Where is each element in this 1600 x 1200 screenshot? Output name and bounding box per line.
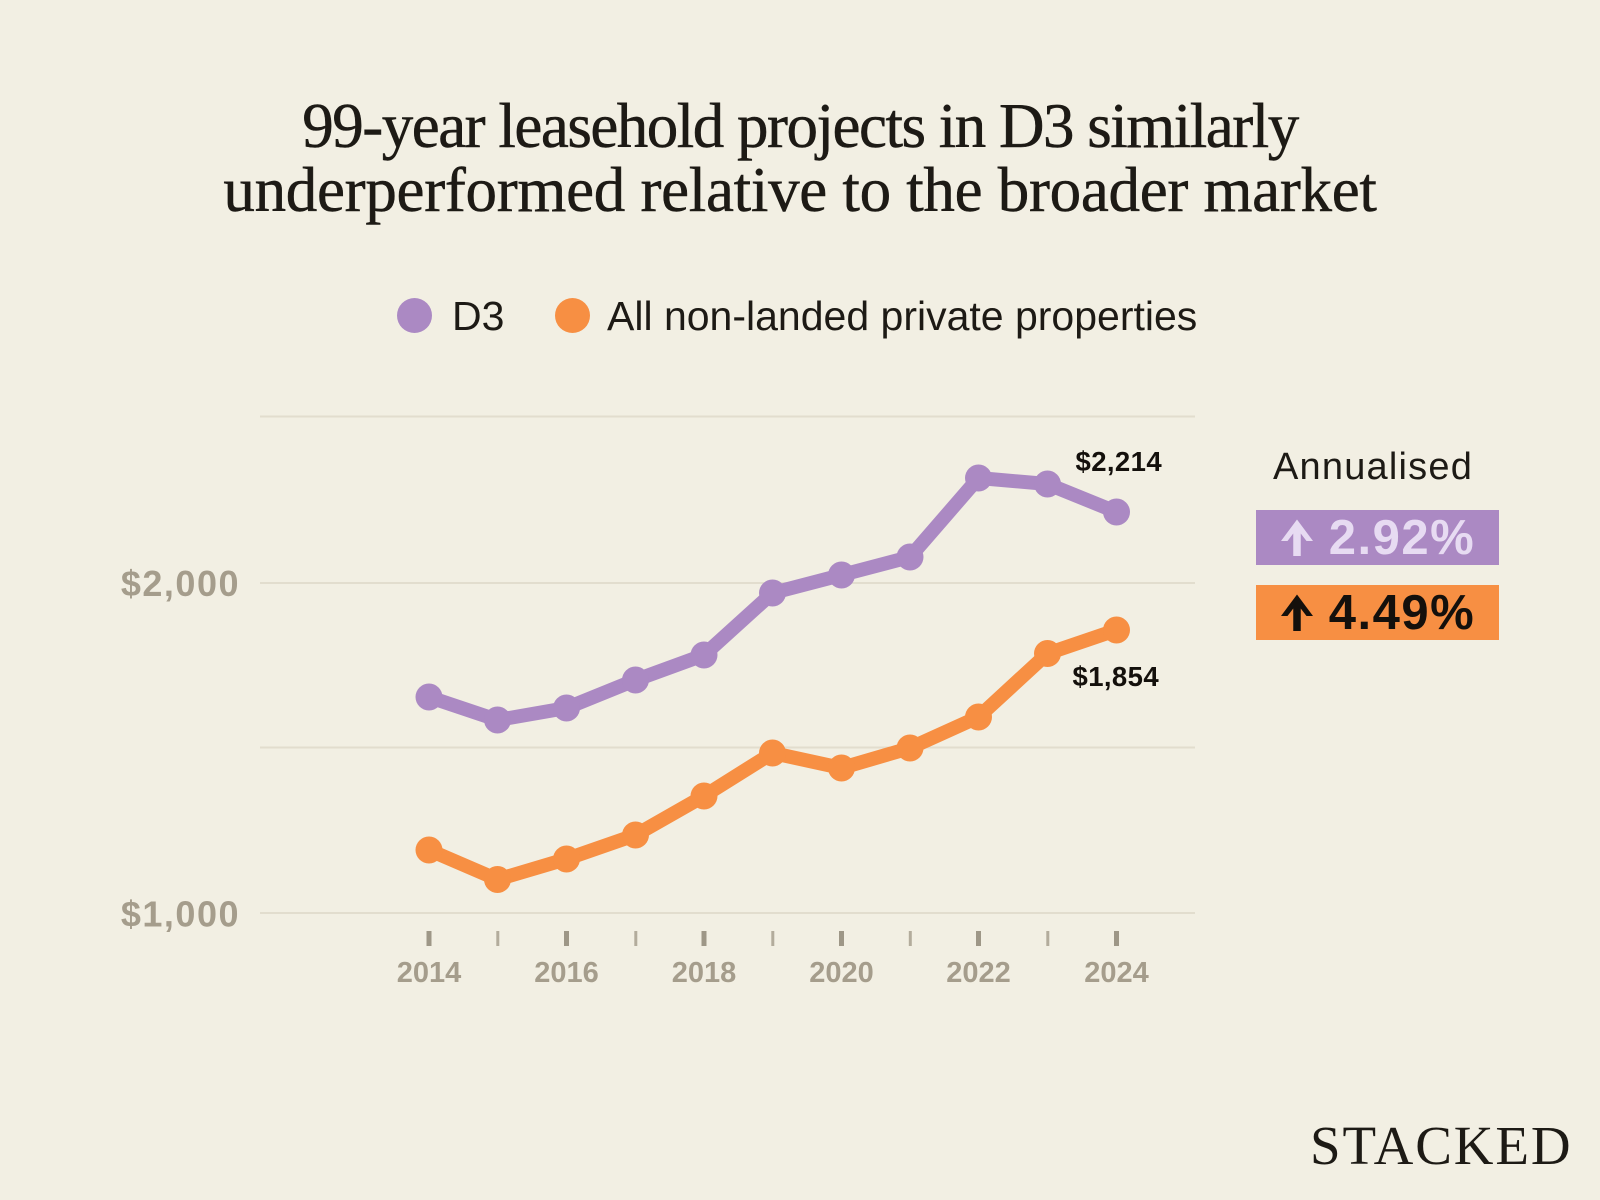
svg-text:2022: 2022 xyxy=(946,957,1011,989)
svg-text:2020: 2020 xyxy=(809,957,874,989)
svg-text:2014: 2014 xyxy=(397,957,462,989)
svg-text:2016: 2016 xyxy=(534,957,599,989)
svg-text:2024: 2024 xyxy=(1084,957,1149,989)
svg-text:2018: 2018 xyxy=(672,957,737,989)
svg-text:$2,000: $2,000 xyxy=(121,563,240,604)
svg-text:$1,000: $1,000 xyxy=(121,894,240,935)
